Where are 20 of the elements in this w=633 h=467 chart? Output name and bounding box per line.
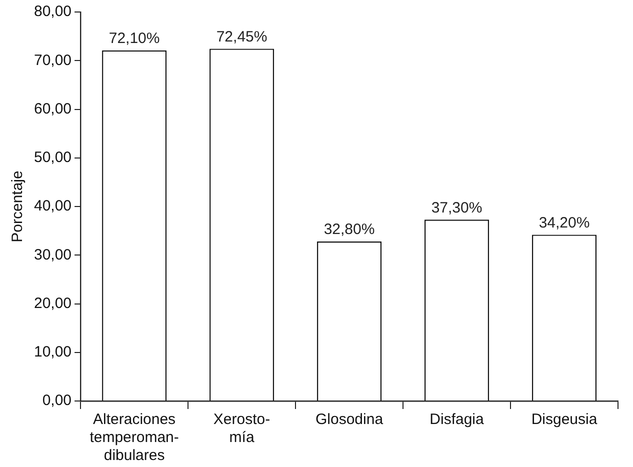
- y-tick-label: 30,00: [34, 246, 72, 264]
- y-tick-label: 20,00: [34, 294, 72, 312]
- x-tick-label: Disgeusia: [531, 411, 598, 428]
- y-tick-label: 70,00: [34, 52, 72, 69]
- data-label: 72,10%: [108, 30, 160, 48]
- x-tick-label: Glosodina: [315, 411, 384, 428]
- y-tick-label: 0,00: [42, 392, 72, 410]
- y-tick-label: 40,00: [34, 198, 72, 215]
- x-tick-label: Disfagia: [430, 411, 485, 428]
- y-tick-label: 60,00: [34, 100, 72, 118]
- y-axis-title: Porcentaje: [9, 170, 26, 242]
- y-tick-label: 80,00: [34, 3, 72, 20]
- data-label: 37,30%: [431, 199, 482, 216]
- y-tick-label: 50,00: [34, 149, 72, 166]
- x-tick-label: Xerosto- mía: [213, 411, 270, 446]
- x-tick-label: Alteraciones temperoman- dibulares: [90, 411, 179, 464]
- data-label: 34,20%: [538, 214, 590, 232]
- data-label: 32,80%: [324, 221, 375, 238]
- data-label: 72,45%: [216, 28, 268, 46]
- y-tick-label: 10,00: [34, 344, 72, 361]
